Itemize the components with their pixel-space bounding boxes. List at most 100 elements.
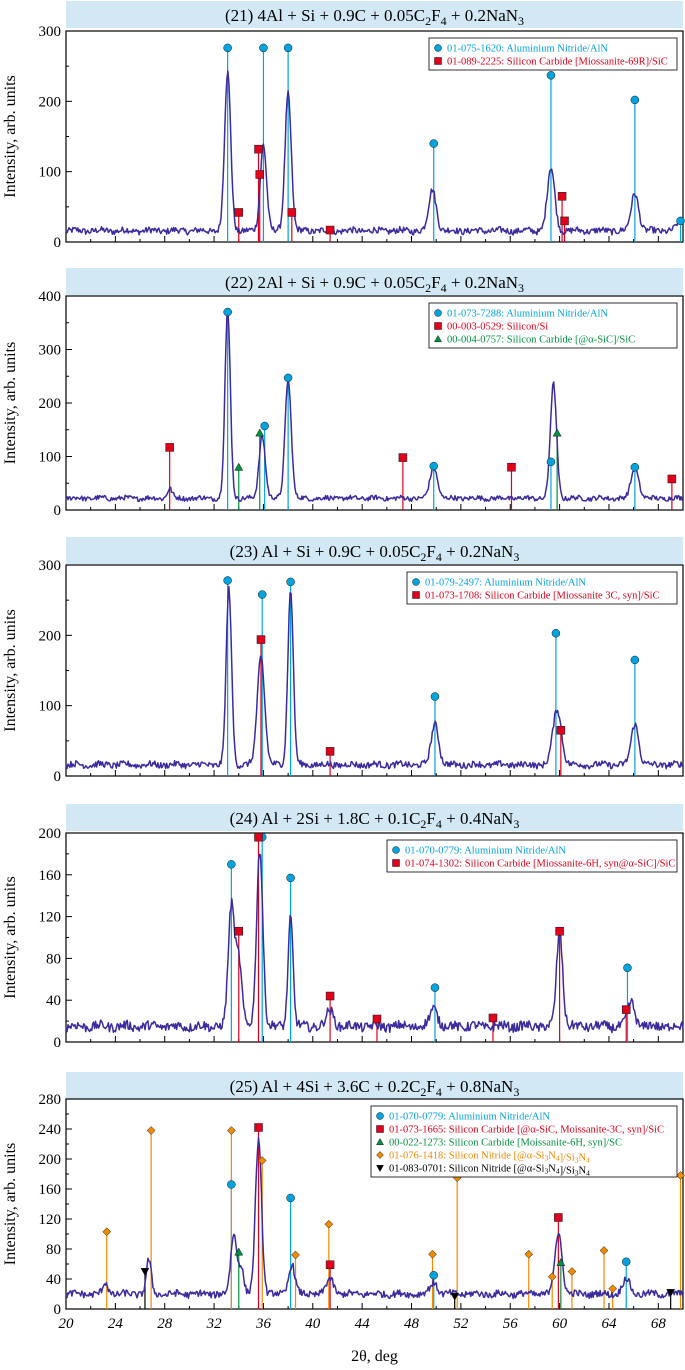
reference-marker bbox=[291, 1250, 300, 1260]
panel-title-band bbox=[66, 804, 683, 831]
reference-marker bbox=[286, 873, 295, 883]
reference-marker bbox=[546, 457, 556, 467]
reference-marker bbox=[428, 1249, 437, 1259]
reference-marker bbox=[257, 590, 267, 599]
legend-entry: 01-073-7288: Aluminium Nitride/AlN bbox=[447, 309, 608, 320]
y-tick-label: 400 bbox=[39, 289, 62, 305]
legend-box bbox=[428, 302, 678, 349]
reference-marker bbox=[372, 1014, 382, 1024]
x-tick-label: 52 bbox=[453, 1316, 469, 1332]
legend-entry: 00-022-1273: Silicon Carbide [Moissanite… bbox=[389, 1138, 622, 1149]
y-tick-label: 160 bbox=[39, 1182, 62, 1198]
reference-marker bbox=[546, 71, 556, 80]
reference-marker bbox=[556, 1257, 566, 1266]
legend-entry: 01-083-0701: Silicon Nitride [@α-Si3N4]/… bbox=[389, 1164, 590, 1178]
reference-marker bbox=[554, 1213, 563, 1222]
x-tick-label: 64 bbox=[601, 1316, 617, 1332]
reference-marker bbox=[398, 453, 408, 462]
reference-marker bbox=[325, 747, 335, 756]
x-tick-label: 24 bbox=[108, 1316, 124, 1332]
reference-marker bbox=[430, 692, 440, 701]
xrd-trace bbox=[65, 1137, 684, 1300]
reference-marker bbox=[165, 443, 174, 452]
y-tick-label: 100 bbox=[39, 450, 62, 466]
y-tick-label: 80 bbox=[46, 951, 61, 967]
legend-entry: 01-073-1665: Silicon Carbide [@α-SiC, Mo… bbox=[389, 1125, 664, 1136]
legend-marker bbox=[376, 1125, 384, 1133]
legend-marker bbox=[412, 578, 420, 586]
reference-marker bbox=[283, 43, 293, 53]
y-tick-label: 0 bbox=[54, 235, 62, 251]
reference-marker bbox=[283, 373, 293, 383]
panel-title-band bbox=[66, 268, 683, 295]
reference-marker bbox=[666, 1289, 676, 1298]
reference-marker bbox=[621, 1005, 631, 1014]
reference-marker bbox=[429, 139, 438, 148]
legend-marker bbox=[434, 44, 442, 52]
reference-marker bbox=[256, 635, 266, 644]
legend-marker bbox=[376, 1164, 384, 1173]
y-tick-label: 40 bbox=[46, 1272, 61, 1288]
reference-marker bbox=[630, 655, 640, 665]
reference-marker bbox=[325, 991, 335, 1001]
reference-marker bbox=[621, 1257, 631, 1266]
y-tick-label: 160 bbox=[39, 868, 62, 884]
legend-entry: 01-076-1418: Silicon Nitride [@α-Si3N4]/… bbox=[389, 1151, 590, 1165]
reference-marker bbox=[140, 1268, 150, 1277]
legend-marker bbox=[392, 859, 400, 867]
panel-title: (23) Al + Si + 0.9C + 0.05C2F4 + 0.2NaN3 bbox=[230, 542, 520, 564]
x-tick-label: 44 bbox=[355, 1316, 371, 1332]
reference-marker bbox=[557, 192, 567, 201]
xrd-trace bbox=[65, 309, 684, 503]
panel-title: (25) Al + 4Si + 3.6C + 0.2C2F4 + 0.8NaN3 bbox=[230, 1077, 520, 1099]
xrd-trace bbox=[65, 853, 684, 1034]
legend-entry: 01-075-1620: Aluminium Nitride/AlN bbox=[447, 44, 608, 55]
y-tick-label: 280 bbox=[39, 1092, 62, 1108]
reference-marker bbox=[547, 1272, 557, 1282]
reference-marker bbox=[552, 428, 562, 437]
reference-marker bbox=[234, 926, 244, 936]
reference-marker bbox=[608, 1284, 618, 1294]
x-tick-label: 28 bbox=[157, 1316, 173, 1332]
legend-marker bbox=[392, 846, 400, 854]
legend-marker bbox=[412, 591, 420, 599]
legend-box bbox=[406, 571, 678, 605]
x-axis-label: 2θ, deg bbox=[351, 1348, 398, 1365]
reference-marker bbox=[488, 1013, 498, 1023]
x-tick-label: 20 bbox=[59, 1316, 75, 1332]
legend-marker bbox=[376, 1151, 384, 1159]
y-tick-label: 40 bbox=[46, 993, 61, 1009]
y-tick-label: 120 bbox=[39, 910, 62, 926]
legend-entry: 01-070-0779: Aluminium Nitride/AlN bbox=[405, 846, 566, 857]
panel-title-band bbox=[66, 1, 683, 28]
legend-marker bbox=[376, 1112, 384, 1120]
legend-box bbox=[386, 839, 678, 873]
reference-marker bbox=[227, 860, 236, 869]
x-tick-label: 36 bbox=[255, 1316, 272, 1332]
reference-marker bbox=[560, 216, 569, 226]
reference-marker bbox=[556, 726, 566, 735]
legend-marker bbox=[434, 322, 442, 330]
reference-marker bbox=[507, 462, 516, 472]
y-tick-label: 240 bbox=[39, 1122, 62, 1138]
y-tick-label: 0 bbox=[54, 1302, 62, 1318]
x-tick-label: 40 bbox=[305, 1316, 321, 1332]
y-tick-label: 0 bbox=[54, 503, 62, 519]
y-tick-label: 200 bbox=[39, 396, 62, 412]
reference-marker bbox=[325, 1260, 335, 1269]
reference-marker bbox=[234, 462, 244, 471]
reference-marker bbox=[254, 1123, 263, 1132]
reference-marker bbox=[286, 577, 295, 587]
y-tick-label: 300 bbox=[39, 24, 62, 40]
reference-marker bbox=[630, 95, 640, 105]
reference-marker bbox=[254, 144, 263, 154]
reference-marker bbox=[676, 1171, 685, 1180]
legend-entry: 00-003-0529: Silicon/Si bbox=[447, 322, 548, 333]
panel-21: (21) 4Al + Si + 0.9C + 0.05C2F4 + 0.2NaN… bbox=[2, 1, 685, 251]
legend-entry: 01-074-1302: Silicon Carbide [Miossanite… bbox=[405, 859, 675, 870]
reference-marker bbox=[102, 1227, 112, 1237]
reference-marker bbox=[260, 421, 269, 431]
y-axis-label: Intensity, arb. units bbox=[2, 876, 19, 999]
reference-marker bbox=[551, 628, 561, 638]
legend-box bbox=[370, 1105, 678, 1178]
